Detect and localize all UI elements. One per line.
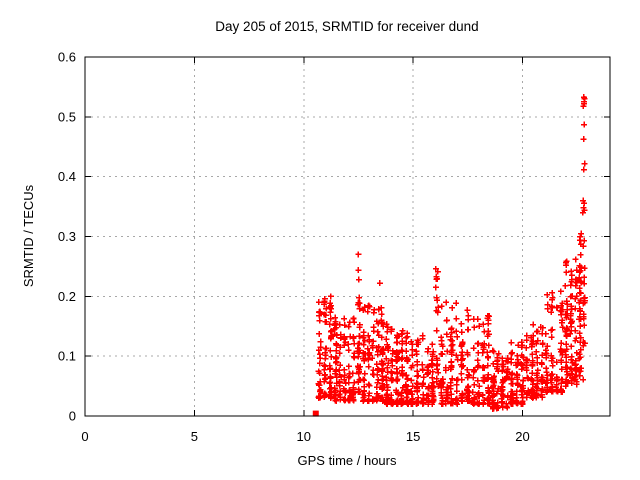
grid-path <box>85 57 610 416</box>
plot-frame <box>84 56 611 417</box>
start-square-marker <box>312 410 319 417</box>
x-tick-label: 5 <box>191 429 198 444</box>
y-tick-label: 0.5 <box>58 109 76 124</box>
y-tick-label: 0.3 <box>58 229 76 244</box>
x-tick-label: 10 <box>297 429 311 444</box>
tick-marks <box>84 56 610 417</box>
x-axis-label: GPS time / hours <box>298 453 397 468</box>
scatter-points <box>312 94 588 417</box>
grid-lines <box>85 57 610 416</box>
chart-title: Day 205 of 2015, SRMTID for receiver dun… <box>215 19 478 34</box>
scatter-points-path <box>315 94 588 412</box>
x-tick-label: 20 <box>515 429 529 444</box>
tick-labels: 0 5 10 15 20 0 0.1 0.2 0.3 0.4 0.5 0.6 <box>58 50 530 445</box>
y-tick-label: 0.1 <box>58 349 76 364</box>
y-tick-label: 0.6 <box>58 50 76 65</box>
x-tick-label: 0 <box>81 429 88 444</box>
y-tick-label: 0.4 <box>58 169 76 184</box>
y-tick-label: 0.2 <box>58 289 76 304</box>
x-tick-label: 15 <box>406 429 420 444</box>
y-tick-label: 0 <box>69 409 76 424</box>
y-axis-label: SRMTID / TECUs <box>21 184 36 287</box>
